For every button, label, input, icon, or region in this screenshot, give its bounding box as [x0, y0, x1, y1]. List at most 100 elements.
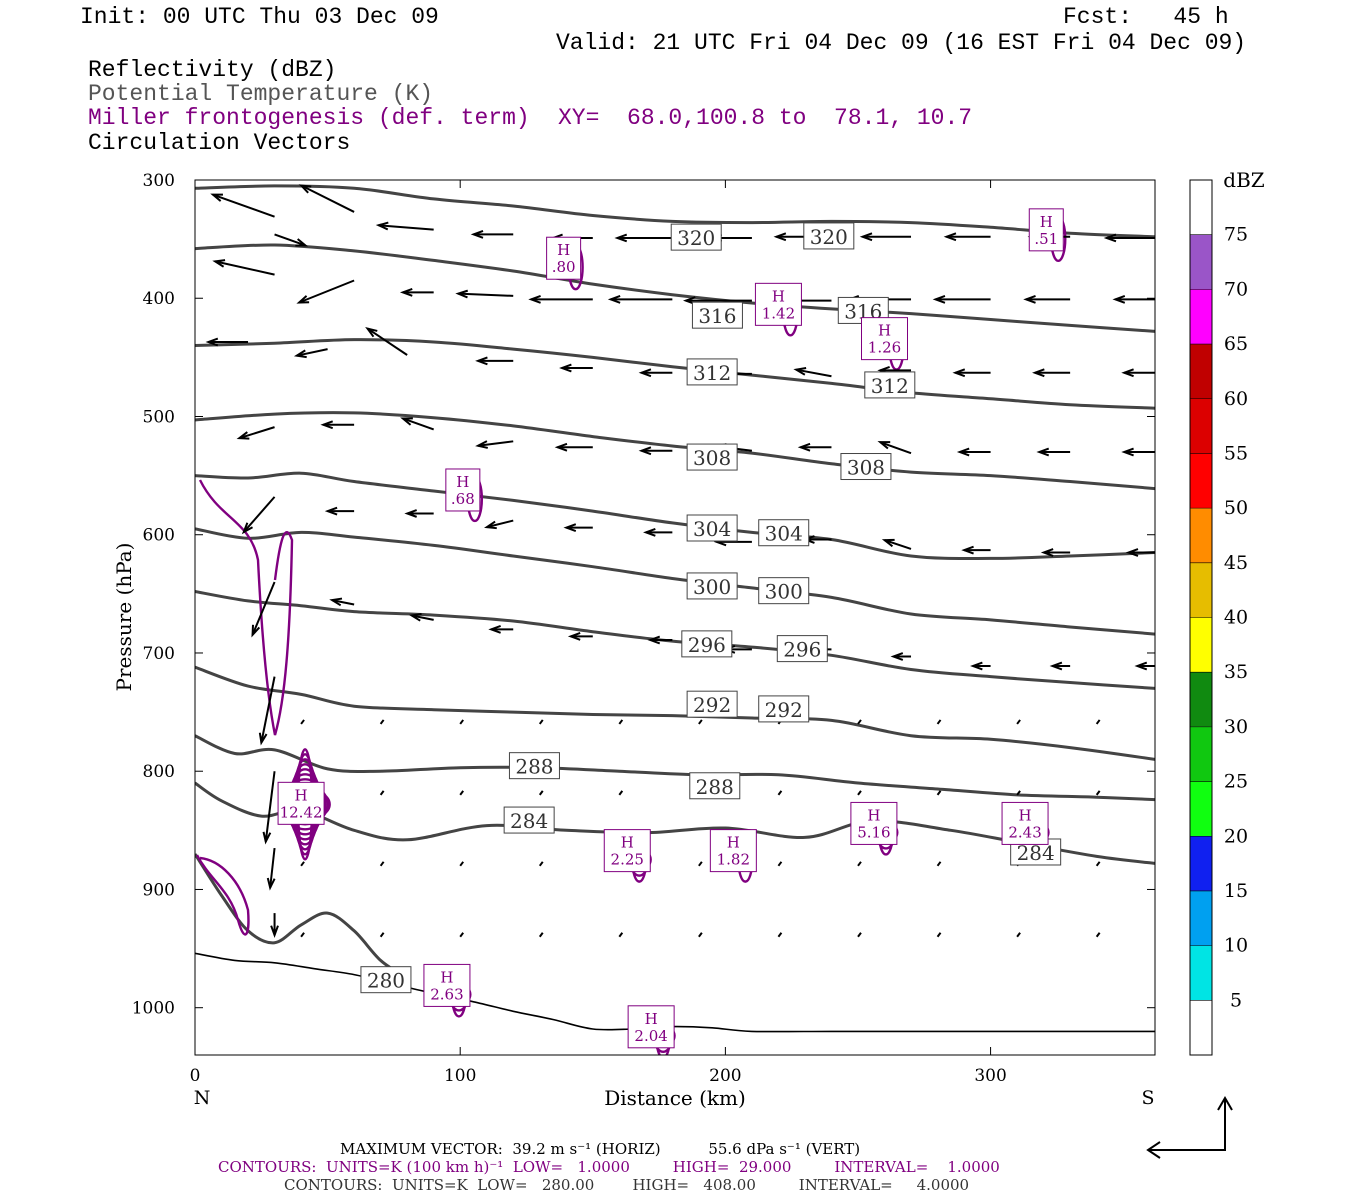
frontogenesis-max-letter: H [557, 241, 570, 259]
theta-label: 296 [681, 630, 733, 658]
circulation-vector [251, 581, 276, 638]
theta-contour-316 [195, 243, 1155, 333]
theta-label-text: 304 [765, 522, 803, 546]
field-circulation-vectors: Circulation Vectors [88, 130, 351, 156]
terrain-line [195, 952, 1155, 1033]
theta-label: 280 [360, 966, 412, 994]
theta-label-text: 304 [693, 517, 731, 541]
frontogenesis-max-value: .68 [451, 490, 475, 508]
colorbar-segment [1190, 398, 1212, 454]
theta-label: 288 [689, 772, 741, 800]
colorbar-label: 60 [1224, 388, 1248, 410]
x-tick-label: 0 [190, 1066, 201, 1086]
colorbar-label: 5 [1230, 989, 1242, 1011]
circulation-vector [638, 368, 673, 378]
circulation-vector [270, 913, 279, 939]
circulation-vector [300, 932, 305, 938]
circulation-vector [777, 932, 783, 938]
circulation-vector [638, 446, 673, 456]
frontogenesis-max-value: .80 [552, 258, 576, 276]
circulation-vector [618, 932, 624, 938]
frontogenesis-max: H1.26 [861, 317, 909, 361]
colorbar-segment [1190, 945, 1212, 1001]
theta-label: 304 [686, 514, 738, 542]
theta-label: 300 [686, 572, 738, 600]
circulation-vector [936, 861, 942, 867]
forecast-hour: Fcst: 45 h [1063, 4, 1229, 30]
circulation-vector [1121, 368, 1155, 378]
circulation-vector [538, 932, 544, 938]
circulation-vector [329, 597, 355, 607]
circulation-vector [698, 861, 703, 867]
circulation-vector [379, 790, 385, 796]
y-tick-label: 300 [143, 171, 175, 191]
circulation-vector [890, 652, 912, 661]
valid-time: Valid: 21 UTC Fri 04 Dec 09 (16 EST Fri … [556, 30, 1247, 56]
circulation-vector [455, 289, 514, 299]
frontogenesis-contour [198, 479, 294, 736]
theta-label-text: 296 [783, 638, 821, 662]
frontogenesis-max-value: 1.26 [868, 339, 901, 357]
circulation-vector [936, 790, 942, 796]
frontogenesis-max-value: 12.42 [280, 803, 323, 821]
circulation-vector [857, 932, 862, 938]
circulation-vector [1125, 548, 1155, 557]
colorbar-label: 30 [1224, 716, 1248, 738]
theta-contour-320 [195, 184, 1155, 239]
circulation-vector [1134, 661, 1155, 671]
circulation-vector [618, 790, 624, 796]
theta-label-text: 300 [765, 580, 803, 604]
theta-label-text: 296 [688, 633, 726, 657]
frontogenesis-max-letter: H [295, 786, 308, 804]
circulation-vector [298, 184, 355, 213]
circulation-vector [777, 861, 783, 867]
theta-label: 320 [803, 222, 855, 250]
colorbar-label: 70 [1224, 278, 1248, 300]
circulation-vector [563, 523, 593, 533]
frontogenesis-max-letter: H [878, 322, 891, 340]
circulation-vector [528, 295, 593, 304]
cross-section-endpoints: XY= 68.0,100.8 to 78.1, 10.7 [558, 105, 973, 131]
frontogenesis-contour [195, 854, 250, 936]
south-label: S [1141, 1087, 1154, 1109]
colorbar-label: 40 [1224, 607, 1248, 629]
circulation-vector [236, 426, 275, 440]
y-tick-label: 700 [143, 644, 175, 664]
colorbar-label: 55 [1224, 442, 1248, 464]
theta-label: 288 [508, 752, 560, 780]
reference-vector-icon [1146, 1096, 1233, 1159]
circulation-vector [1023, 295, 1071, 304]
circulation-vector [1095, 790, 1101, 796]
frontogenesis-max: H12.42 [277, 781, 325, 825]
circulation-vector [970, 661, 991, 671]
theta-label: 284 [503, 806, 555, 834]
circulation-vector [1049, 661, 1071, 671]
frontogenesis-max-value: 2.04 [634, 1027, 667, 1045]
circulation-vector [881, 538, 912, 550]
circulation-vector [459, 790, 464, 796]
frontogenesis-max: H2.04 [627, 1005, 675, 1049]
frontogenesis-max: H2.43 [1001, 801, 1049, 845]
circulation-vector [538, 719, 544, 725]
frontogenesis-max-letter: H [1040, 213, 1053, 231]
colorbar-label: 65 [1224, 333, 1248, 355]
x-axis-label: Distance (km) [604, 1086, 746, 1110]
colorbar-title: dBZ [1223, 168, 1265, 192]
colorbar-segment [1190, 726, 1212, 782]
circulation-vector [607, 295, 673, 304]
circulation-vector [1095, 861, 1101, 867]
colorbar-label: 35 [1224, 661, 1248, 683]
circulation-vector [538, 861, 544, 867]
frontogenesis-max-value: 1.82 [717, 851, 750, 869]
theta-label-text: 312 [871, 374, 909, 398]
circulation-vector [210, 193, 275, 218]
colorbar-segment [1190, 781, 1212, 837]
circulation-vector [475, 356, 514, 366]
circulation-vector [399, 287, 434, 297]
circulation-vector [1032, 368, 1071, 378]
circulation-vector [274, 233, 309, 247]
theta-label-text: 292 [765, 698, 803, 722]
circulation-vector [488, 624, 514, 634]
circulation-vector [1016, 932, 1021, 938]
